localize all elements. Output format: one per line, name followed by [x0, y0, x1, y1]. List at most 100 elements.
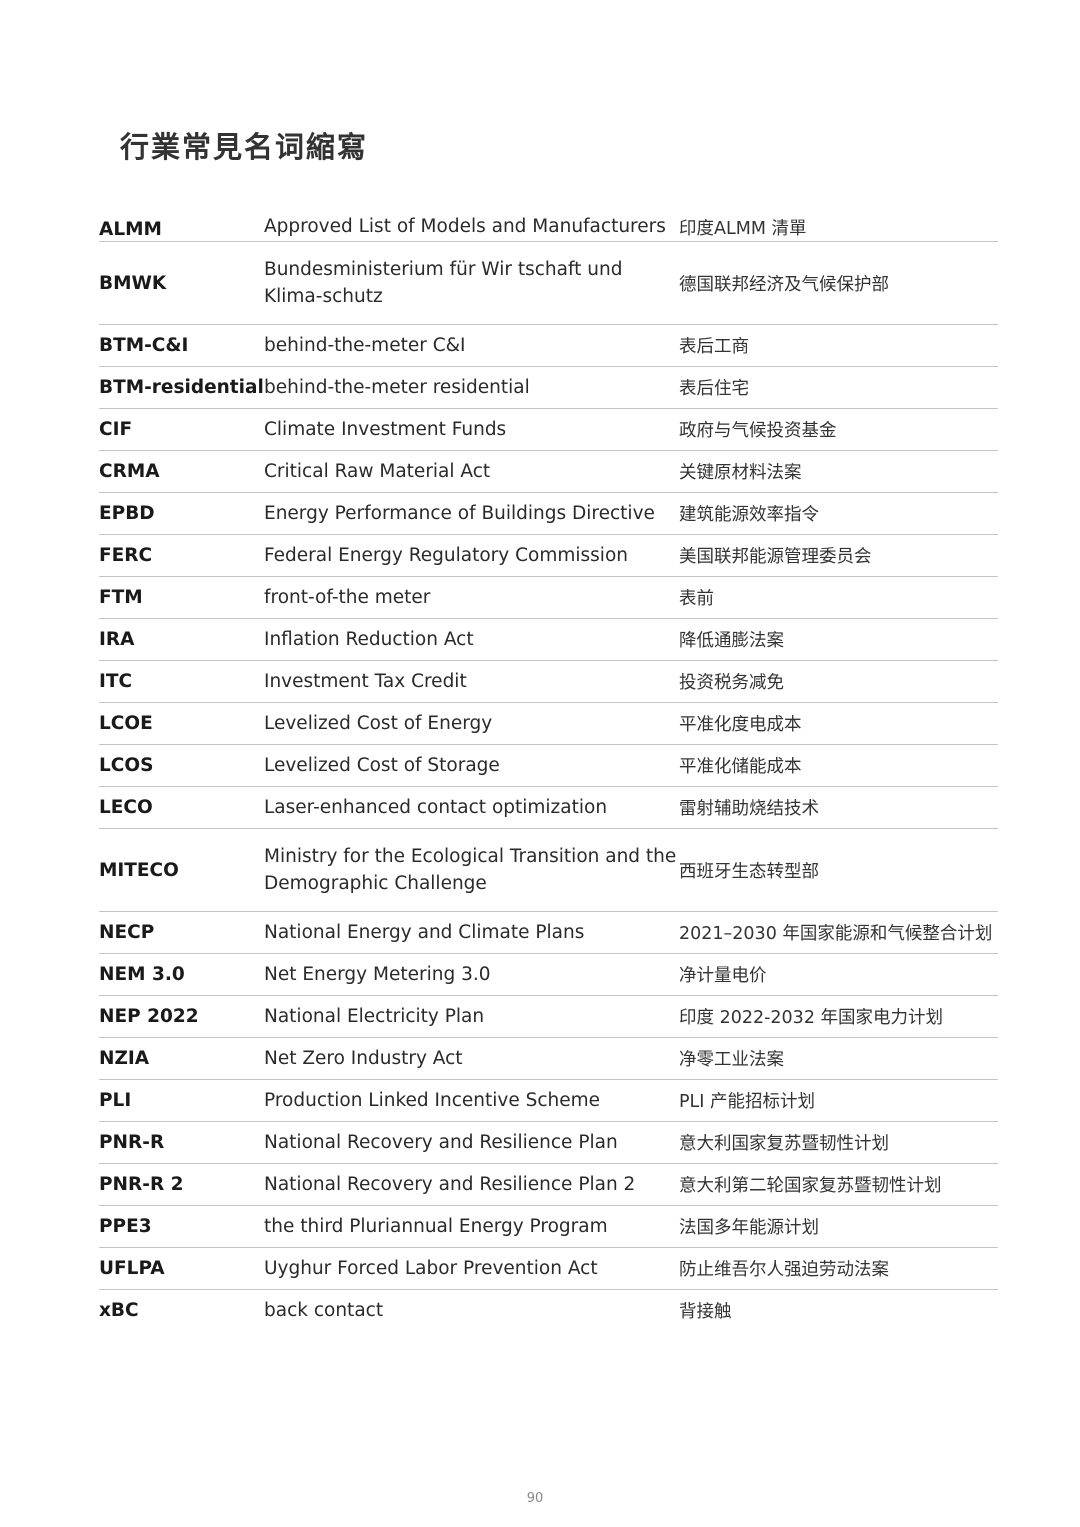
- english-term: National Recovery and Resilience Plan: [264, 1132, 618, 1153]
- chinese-term: 净计量电价: [679, 966, 767, 986]
- chinese-term: 防止维吾尔人强迫劳动法案: [679, 1260, 889, 1280]
- table-row: NEM 3.0 Net Energy Metering 3.0 净计量电价: [99, 954, 998, 996]
- abbreviation: NZIA: [99, 1048, 150, 1069]
- abbreviation: NECP: [99, 922, 155, 943]
- abbreviation: PNR-R 2: [99, 1174, 184, 1195]
- chinese-term: 投资税务减免: [679, 673, 784, 693]
- table-row: FTM front-of-the meter 表前: [99, 577, 998, 619]
- table-row: FERC Federal Energy Regulatory Commission…: [99, 535, 998, 577]
- chinese-term: 意大利国家复苏暨韧性计划: [679, 1134, 889, 1154]
- table-row: MITECO Ministry for the Ecological Transi…: [99, 829, 998, 912]
- chinese-term: 印度 2022-2032 年国家电力计划: [679, 1008, 944, 1028]
- abbreviation: ALMM: [99, 219, 162, 240]
- table-row: IRA Inflation Reduction Act 降低通膨法案: [99, 619, 998, 661]
- abbreviation: PLI: [99, 1090, 132, 1111]
- english-term: Ministry for the Ecological Transition a…: [264, 846, 677, 894]
- chinese-term: 表前: [679, 589, 714, 609]
- english-term: Levelized Cost of Storage: [264, 755, 500, 776]
- abbreviation: EPBD: [99, 503, 155, 524]
- abbreviation: FERC: [99, 545, 153, 566]
- english-term: Inflation Reduction Act: [264, 629, 474, 650]
- page-number: 90: [526, 1491, 544, 1506]
- table-row: BTM-residential behind-the-meter resident…: [99, 367, 998, 409]
- abbreviation: NEM 3.0: [99, 964, 185, 985]
- english-term: Net Energy Metering 3.0: [264, 964, 491, 985]
- english-term: back contact: [264, 1300, 384, 1321]
- table-row: EPBD Energy Performance of Buildings Dire…: [99, 493, 998, 535]
- english-term: Net Zero Industry Act: [264, 1048, 463, 1069]
- table-row: ITC Investment Tax Credit 投资税务减免: [99, 661, 998, 703]
- english-term: Energy Performance of Buildings Directiv…: [264, 503, 655, 524]
- chinese-term: 降低通膨法案: [679, 631, 784, 651]
- english-term: Federal Energy Regulatory Commission: [264, 545, 628, 566]
- chinese-term: 法国多年能源计划: [679, 1218, 819, 1238]
- abbreviation: MITECO: [99, 859, 179, 881]
- table-row: PLI Production Linked Incentive Scheme PLI…: [99, 1080, 998, 1122]
- table-row: PNR-R 2 National Recovery and Resilience …: [99, 1164, 998, 1206]
- chinese-term: 平准化度电成本: [679, 715, 802, 735]
- abbreviation: FTM: [99, 587, 143, 608]
- abbreviation: CIF: [99, 419, 133, 440]
- table-row: BMWK Bundesministerium für Wir tschaft un…: [99, 242, 998, 325]
- abbreviation: BTM-residential: [99, 377, 264, 398]
- table-row: ALMM Approved List of Models and Manufact…: [99, 206, 998, 242]
- chinese-term: 西班牙生态转型部: [679, 861, 819, 882]
- abbreviation: LECO: [99, 797, 153, 818]
- abbreviation: LCOS: [99, 755, 154, 776]
- english-term: the third Pluriannual Energy Program: [264, 1216, 608, 1237]
- table-row: NZIA Net Zero Industry Act 净零工业法案: [99, 1038, 998, 1080]
- abbreviation: IRA: [99, 629, 135, 650]
- table-row: PPE3 the third Pluriannual Energy Program…: [99, 1206, 998, 1248]
- abbreviation: NEP 2022: [99, 1006, 199, 1027]
- chinese-term: 美国联邦能源管理委员会: [679, 547, 872, 567]
- chinese-term: 雷射辅助烧结技术: [679, 799, 819, 819]
- table-row: UFLPA Uyghur Forced Labor Prevention Act 防…: [99, 1248, 998, 1290]
- english-term: National Electricity Plan: [264, 1006, 485, 1027]
- chinese-term: 表后工商: [679, 337, 749, 357]
- english-term: Bundesministerium für Wir tschaft und Kl…: [264, 259, 623, 307]
- table-row: BTM-C&I behind-the-meter C&I 表后工商: [99, 325, 998, 367]
- table-row: NECP National Energy and Climate Plans 202…: [99, 912, 998, 954]
- abbreviation: PNR-R: [99, 1132, 165, 1153]
- chinese-term: 表后住宅: [679, 379, 749, 399]
- chinese-term: 意大利第二轮国家复苏暨韧性计划: [679, 1176, 942, 1196]
- english-term: Production Linked Incentive Scheme: [264, 1090, 601, 1111]
- chinese-term: 印度ALMM 清單: [679, 219, 807, 239]
- english-term: Uyghur Forced Labor Prevention Act: [264, 1258, 598, 1279]
- table-row: PNR-R National Recovery and Resilience Pl…: [99, 1122, 998, 1164]
- chinese-term: 政府与气候投资基金: [679, 421, 837, 441]
- abbreviation: PPE3: [99, 1216, 152, 1237]
- abbreviation-table: ALMM Approved List of Models and Manufact…: [99, 206, 998, 1331]
- chinese-term: PLI 产能招标计划: [679, 1092, 816, 1112]
- table-row: LCOE Levelized Cost of Energy 平准化度电成本: [99, 703, 998, 745]
- table-row: LCOS Levelized Cost of Storage 平准化储能成本: [99, 745, 998, 787]
- table-row: LECO Laser-enhanced contact optimization 雷…: [99, 787, 998, 829]
- chinese-term: 关键原材料法案: [679, 463, 802, 483]
- english-term: Levelized Cost of Energy: [264, 713, 493, 734]
- table-row: NEP 2022 National Electricity Plan 印度 2022…: [99, 996, 998, 1038]
- english-term: National Recovery and Resilience Plan 2: [264, 1174, 636, 1195]
- abbreviation: BTM-C&I: [99, 335, 189, 356]
- table-row: xBC back contact 背接触: [99, 1290, 998, 1331]
- chinese-term: 德国联邦经济及气候保护部: [679, 274, 889, 295]
- chinese-term: 平准化储能成本: [679, 757, 802, 777]
- english-term: Critical Raw Material Act: [264, 461, 491, 482]
- english-term: front-of-the meter: [264, 587, 431, 608]
- english-term: Investment Tax Credit: [264, 671, 467, 692]
- table-row: CIF Climate Investment Funds 政府与气候投资基金: [99, 409, 998, 451]
- abbreviation: CRMA: [99, 461, 160, 482]
- english-term: behind-the-meter C&I: [264, 335, 466, 356]
- abbreviation: BMWK: [99, 272, 167, 294]
- chinese-term: 2021–2030 年国家能源和气候整合计划: [679, 924, 993, 944]
- chinese-term: 背接触: [679, 1302, 732, 1322]
- english-term: Laser-enhanced contact optimization: [264, 797, 608, 818]
- english-term: behind-the-meter residential: [264, 377, 530, 398]
- english-term: National Energy and Climate Plans: [264, 922, 585, 943]
- abbreviation: xBC: [99, 1300, 139, 1321]
- english-term: Approved List of Models and Manufacturer…: [264, 216, 666, 237]
- page-title: 行業常見名词縮寫: [120, 130, 369, 164]
- english-term: Climate Investment Funds: [264, 419, 507, 440]
- abbreviation: ITC: [99, 671, 133, 692]
- chinese-term: 净零工业法案: [679, 1050, 784, 1070]
- abbreviation: UFLPA: [99, 1258, 165, 1279]
